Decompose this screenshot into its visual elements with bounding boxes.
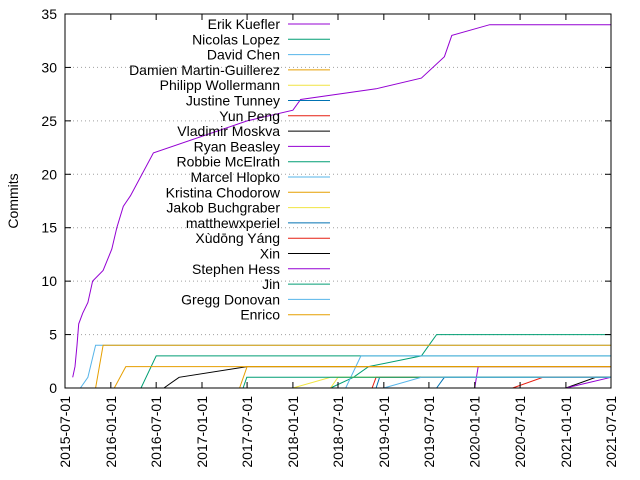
legend-entry-label: Robbie McElrath	[177, 154, 281, 170]
series-line	[371, 376, 611, 389]
y-tick-label: 35	[41, 6, 57, 22]
x-tick-label: 2017-07-01	[239, 396, 255, 468]
y-tick-label: 5	[49, 327, 57, 343]
legend-entry-label: Nicolas Lopez	[192, 31, 280, 47]
series-line	[292, 376, 611, 389]
series-line	[375, 376, 611, 389]
x-tick-label: 2020-01-01	[467, 396, 483, 468]
x-axis-ticks: 2015-07-01 2016-01-01 2016-07-01 2017-01-01…	[57, 14, 619, 468]
series-line	[383, 376, 611, 389]
series-line	[345, 355, 611, 389]
x-tick-label: 2021-01-01	[558, 396, 574, 468]
series-line	[436, 376, 611, 389]
legend-entry-label: Enrico	[240, 307, 280, 323]
legend-entry-label: Stephen Hess	[192, 261, 280, 277]
legend-entry-label: Marcel Hlopko	[191, 169, 281, 185]
x-tick-label: 2017-01-01	[194, 396, 210, 468]
x-tick-label: 2021-07-01	[603, 396, 619, 468]
series-line	[330, 334, 611, 389]
legend-entry-label: Jakob Buchgraber	[166, 200, 280, 216]
legend-entry-label: Xùdōng Yáng	[195, 230, 280, 246]
x-tick-label: 2018-01-01	[285, 396, 301, 468]
series-line	[95, 344, 611, 389]
legend-entry-label: Yun Peng	[219, 108, 280, 124]
legend-entry-label: Kristina Chodorow	[166, 184, 281, 200]
x-tick-label: 2016-01-01	[103, 396, 119, 468]
legend-entry-label: Gregg Donovan	[181, 291, 280, 307]
legend-entry-label: matthewxperiel	[186, 215, 280, 231]
legend-entry-label: Damien Martin-Guillerez	[129, 62, 280, 78]
x-tick-label: 2016-07-01	[148, 396, 164, 468]
legend-entry-label: Jin	[262, 276, 280, 292]
legend-entry-label: Erik Kuefler	[208, 16, 281, 32]
x-tick-label: 2018-07-01	[330, 396, 346, 468]
series-lines	[72, 24, 612, 389]
y-axis-ticks: 0 5 10 15 20 25 30 35	[41, 6, 611, 396]
legend-entry-label: Vladimir Moskva	[177, 123, 280, 139]
y-tick-label: 20	[41, 166, 57, 182]
series-line	[72, 24, 611, 378]
y-tick-label: 0	[49, 380, 57, 396]
series-line	[512, 376, 611, 389]
legend-entry-label: David Chen	[207, 47, 280, 63]
legend-entry-label: Justine Tunney	[186, 93, 280, 109]
y-axis-label: Commits	[5, 173, 21, 228]
legend-entry-label: Ryan Beasley	[194, 138, 280, 154]
x-tick-label: 2020-07-01	[512, 396, 528, 468]
y-tick-label: 30	[41, 59, 57, 75]
y-tick-label: 10	[41, 273, 57, 289]
x-tick-label: 2019-07-01	[421, 396, 437, 468]
series-line	[565, 376, 612, 389]
y-tick-label: 15	[41, 220, 57, 236]
y-tick-label: 25	[41, 113, 57, 129]
series-line	[239, 366, 611, 389]
legend-entry-label: Philipp Wollermann	[160, 77, 280, 93]
grid-lines	[65, 66, 611, 336]
legend-entry-label: Xin	[260, 246, 280, 262]
x-tick-label: 2015-07-01	[57, 396, 73, 468]
x-tick-label: 2019-01-01	[376, 396, 392, 468]
